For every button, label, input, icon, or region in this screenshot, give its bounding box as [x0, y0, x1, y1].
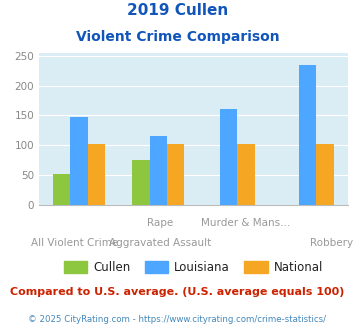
- Bar: [299, 65, 316, 205]
- Text: Compared to U.S. average. (U.S. average equals 100): Compared to U.S. average. (U.S. average …: [10, 287, 345, 297]
- Text: Violent Crime Comparison: Violent Crime Comparison: [76, 30, 279, 44]
- Text: Rape: Rape: [147, 218, 173, 228]
- Bar: [132, 160, 149, 205]
- Bar: [71, 117, 88, 205]
- Bar: [149, 136, 167, 205]
- Legend: Cullen, Louisiana, National: Cullen, Louisiana, National: [59, 256, 328, 279]
- Text: Murder & Mans...: Murder & Mans...: [201, 218, 290, 228]
- Text: © 2025 CityRating.com - https://www.cityrating.com/crime-statistics/: © 2025 CityRating.com - https://www.city…: [28, 315, 327, 324]
- Bar: [167, 144, 184, 205]
- Bar: [88, 144, 105, 205]
- Text: All Violent Crime: All Violent Crime: [31, 238, 118, 248]
- Bar: [237, 144, 255, 205]
- Text: Robbery: Robbery: [310, 238, 353, 248]
- Text: Aggravated Assault: Aggravated Assault: [109, 238, 211, 248]
- Bar: [316, 144, 334, 205]
- Bar: [220, 109, 237, 205]
- Bar: [53, 174, 71, 205]
- Text: 2019 Cullen: 2019 Cullen: [127, 3, 228, 18]
